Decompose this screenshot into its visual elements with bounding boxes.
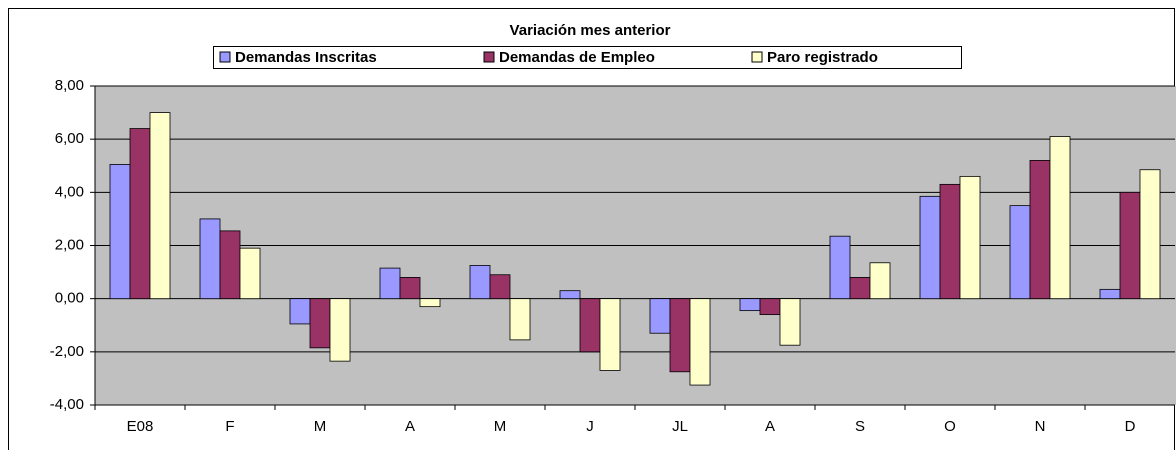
bar	[959, 175, 981, 300]
bar	[1119, 191, 1141, 300]
legend-label: Demandas de Empleo	[499, 49, 655, 66]
bar	[599, 298, 621, 371]
x-tick-label: M	[494, 418, 507, 435]
y-tick-label: 2,00	[55, 236, 84, 253]
bar	[1139, 169, 1161, 300]
x-tick-label: A	[405, 418, 415, 435]
bar	[509, 298, 531, 341]
legend-swatch	[219, 51, 231, 63]
bar	[1049, 136, 1071, 300]
y-tick-label: 6,00	[55, 130, 84, 147]
bar	[309, 298, 331, 349]
bar	[759, 298, 781, 316]
legend-swatch	[483, 51, 495, 63]
y-tick-label: -2,00	[50, 343, 84, 360]
bar	[329, 298, 351, 362]
y-tick-label: 4,00	[55, 183, 84, 200]
y-tick-label: -4,00	[50, 396, 84, 413]
x-tick-label: O	[944, 418, 956, 435]
bar	[559, 290, 581, 300]
bar	[849, 276, 871, 300]
x-tick-label: D	[1125, 418, 1136, 435]
bar	[919, 195, 941, 300]
bar	[109, 164, 131, 300]
bar	[939, 183, 961, 300]
legend-label: Demandas Inscritas	[235, 49, 377, 66]
legend-label: Paro registrado	[767, 49, 878, 66]
bar	[829, 235, 851, 300]
bar	[149, 112, 171, 300]
bar	[689, 298, 711, 386]
bar	[779, 298, 801, 346]
bar	[379, 267, 401, 300]
legend-box	[213, 46, 962, 69]
x-tick-label: JL	[672, 418, 688, 435]
bar	[1099, 288, 1121, 300]
legend-swatch	[751, 51, 763, 63]
x-tick-label: N	[1035, 418, 1046, 435]
bar	[649, 298, 671, 334]
bar	[579, 298, 601, 353]
bar	[739, 298, 761, 312]
bar	[239, 247, 261, 300]
x-tick-label: E08	[127, 418, 154, 435]
bar	[199, 218, 221, 300]
bar	[289, 298, 311, 325]
bar	[219, 230, 241, 300]
bar	[489, 274, 511, 300]
x-tick-label: S	[855, 418, 865, 435]
bar	[869, 262, 891, 300]
chart-title: Variación mes anterior	[510, 22, 671, 39]
bar	[129, 128, 151, 300]
bar	[1029, 160, 1051, 300]
x-tick-label: A	[765, 418, 775, 435]
x-tick-label: J	[586, 418, 594, 435]
bar	[469, 265, 491, 300]
x-tick-label: M	[314, 418, 327, 435]
bar	[1009, 205, 1031, 300]
bar	[399, 276, 421, 300]
y-tick-label: 8,00	[55, 77, 84, 94]
x-tick-label: F	[225, 418, 234, 435]
y-tick-label: 0,00	[55, 290, 84, 307]
bar	[669, 298, 691, 373]
bar	[419, 298, 441, 308]
